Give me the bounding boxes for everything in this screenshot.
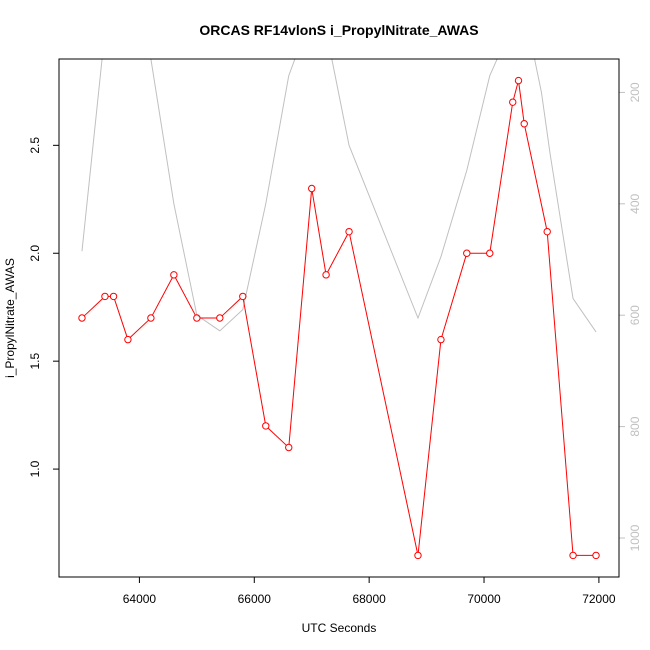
- y-axis-label: i_PropylNitrate_AWAS: [3, 258, 17, 378]
- data-point: [543, 227, 551, 236]
- primary-series-segment: [417, 342, 442, 553]
- data-point: [414, 551, 422, 560]
- x-axis-label: UTC Seconds: [302, 621, 377, 635]
- y-tick-label: 2.5: [28, 137, 42, 154]
- data-point: [216, 314, 224, 322]
- primary-series-segment: [288, 191, 312, 445]
- primary-series-segment: [83, 298, 103, 317]
- y-tick-label: 1.5: [28, 353, 42, 370]
- primary-series-segment: [327, 234, 348, 273]
- primary-series-segment: [513, 83, 519, 100]
- primary-series-layer: [78, 76, 600, 560]
- data-point: [147, 314, 155, 322]
- primary-series-segment: [441, 256, 467, 337]
- primary-series-segment: [546, 234, 574, 553]
- data-point: [78, 314, 86, 322]
- x-tick-label: 64000: [123, 592, 157, 606]
- primary-series-segment: [518, 83, 525, 121]
- plot-frame: [58, 58, 620, 578]
- y2-tick-label: 400: [628, 193, 642, 213]
- data-point: [308, 184, 316, 193]
- x-tick-label: 68000: [352, 592, 386, 606]
- data-point: [193, 314, 201, 322]
- data-point: [569, 551, 577, 560]
- primary-series-segment: [242, 299, 266, 423]
- data-point: [514, 76, 523, 85]
- y2-tick-label: 600: [628, 305, 642, 325]
- primary-series-segment: [129, 319, 149, 338]
- data-point: [345, 227, 353, 236]
- primary-series-segment: [524, 126, 548, 229]
- x-tick-label: 66000: [238, 592, 272, 606]
- data-point: [437, 335, 445, 344]
- primary-series-segment: [114, 299, 128, 337]
- primary-series-segment: [267, 427, 287, 446]
- data-point: [520, 120, 528, 128]
- y2-tick-label: 200: [628, 82, 642, 102]
- data-point: [109, 292, 118, 301]
- primary-series-segment: [311, 191, 327, 272]
- primary-series-segment: [489, 105, 513, 251]
- data-point: [509, 98, 517, 106]
- data-point: [285, 443, 293, 452]
- data-point: [486, 249, 494, 257]
- primary-series-segment: [174, 277, 196, 316]
- x-tick-label: 72000: [582, 592, 616, 606]
- primary-series-segment: [349, 234, 418, 553]
- y2-tick-label: 1000: [628, 524, 642, 551]
- data-point: [262, 422, 270, 430]
- y-tick-label: 2.0: [28, 245, 42, 262]
- data-point: [322, 271, 330, 279]
- primary-series-segment: [151, 277, 173, 316]
- x-tick-label: 70000: [467, 592, 501, 606]
- y2-tick-label: 800: [628, 416, 642, 436]
- data-point: [101, 292, 109, 301]
- primary-series-segment: [221, 298, 241, 317]
- chart-title: ORCAS RF14vlonS i_PropylNitrate_AWAS: [199, 22, 478, 38]
- data-point: [124, 335, 132, 344]
- data-point: [463, 249, 471, 257]
- data-point: [592, 551, 600, 560]
- data-point: [170, 271, 178, 279]
- y-tick-label: 1.0: [28, 460, 42, 477]
- data-point: [239, 292, 247, 301]
